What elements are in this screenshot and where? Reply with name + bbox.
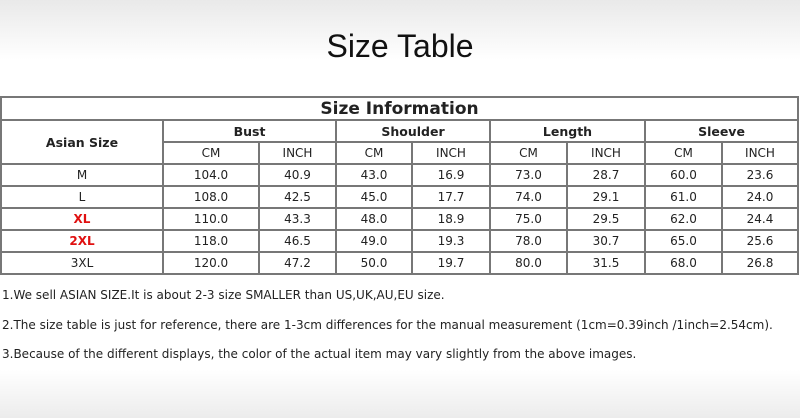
- table-row: M 104.0 40.9 43.0 16.9 73.0 28.7 60.0 23.6: [0, 163, 799, 187]
- value-cell: 68.0: [644, 251, 723, 275]
- value-cell: 17.7: [411, 185, 491, 209]
- value-cell: 48.0: [335, 207, 413, 231]
- value-cell: 62.0: [644, 207, 723, 231]
- value-cell: 24.0: [721, 185, 799, 209]
- value-cell: 61.0: [644, 185, 723, 209]
- group-header: Bust: [162, 119, 337, 143]
- value-cell: 118.0: [162, 229, 260, 253]
- unit-header: INCH: [721, 141, 799, 165]
- value-cell: 29.5: [566, 207, 646, 231]
- table-caption: Size Information: [0, 96, 799, 121]
- value-cell: 18.9: [411, 207, 491, 231]
- value-cell: 40.9: [258, 163, 337, 187]
- group-header: Sleeve: [644, 119, 799, 143]
- table-row: XL 110.0 43.3 48.0 18.9 75.0 29.5 62.0 24.4: [0, 207, 799, 231]
- note-3: 3.Because of the different displays, the…: [2, 347, 637, 361]
- page-title: Size Table: [326, 28, 474, 64]
- unit-header: INCH: [566, 141, 646, 165]
- value-cell: 80.0: [489, 251, 568, 275]
- value-cell: 46.5: [258, 229, 337, 253]
- unit-header: CM: [335, 141, 413, 165]
- value-cell: 120.0: [162, 251, 260, 275]
- value-cell: 50.0: [335, 251, 413, 275]
- size-cell: M: [0, 163, 164, 187]
- size-cell: XL: [0, 207, 164, 231]
- value-cell: 29.1: [566, 185, 646, 209]
- unit-header: INCH: [411, 141, 491, 165]
- value-cell: 19.3: [411, 229, 491, 253]
- value-cell: 108.0: [162, 185, 260, 209]
- value-cell: 49.0: [335, 229, 413, 253]
- value-cell: 31.5: [566, 251, 646, 275]
- note-1: 1.We sell ASIAN SIZE.It is about 2-3 siz…: [2, 288, 445, 302]
- table-row: 3XL 120.0 47.2 50.0 19.7 80.0 31.5 68.0 26.8: [0, 251, 799, 275]
- value-cell: 19.7: [411, 251, 491, 275]
- value-cell: 26.8: [721, 251, 799, 275]
- group-header: Shoulder: [335, 119, 491, 143]
- note-2: 2.The size table is just for reference, …: [2, 318, 773, 332]
- size-cell: 2XL: [0, 229, 164, 253]
- value-cell: 28.7: [566, 163, 646, 187]
- value-cell: 60.0: [644, 163, 723, 187]
- unit-header: CM: [162, 141, 260, 165]
- value-cell: 110.0: [162, 207, 260, 231]
- value-cell: 16.9: [411, 163, 491, 187]
- table-row: L 108.0 42.5 45.0 17.7 74.0 29.1 61.0 24.0: [0, 185, 799, 209]
- value-cell: 45.0: [335, 185, 413, 209]
- value-cell: 24.4: [721, 207, 799, 231]
- value-cell: 74.0: [489, 185, 568, 209]
- value-cell: 65.0: [644, 229, 723, 253]
- unit-header: INCH: [258, 141, 337, 165]
- table-row: 2XL 118.0 46.5 49.0 19.3 78.0 30.7 65.0 25.6: [0, 229, 799, 253]
- value-cell: 23.6: [721, 163, 799, 187]
- value-cell: 43.0: [335, 163, 413, 187]
- value-cell: 73.0: [489, 163, 568, 187]
- unit-header: CM: [489, 141, 568, 165]
- value-cell: 43.3: [258, 207, 337, 231]
- value-cell: 25.6: [721, 229, 799, 253]
- unit-header: CM: [644, 141, 723, 165]
- value-cell: 75.0: [489, 207, 568, 231]
- value-cell: 30.7: [566, 229, 646, 253]
- size-header: Asian Size: [0, 119, 164, 165]
- value-cell: 42.5: [258, 185, 337, 209]
- value-cell: 78.0: [489, 229, 568, 253]
- size-cell: 3XL: [0, 251, 164, 275]
- size-table: Size Information Asian Size Bust Shoulder L…: [0, 96, 799, 275]
- size-cell: L: [0, 185, 164, 209]
- group-header: Length: [489, 119, 646, 143]
- value-cell: 104.0: [162, 163, 260, 187]
- value-cell: 47.2: [258, 251, 337, 275]
